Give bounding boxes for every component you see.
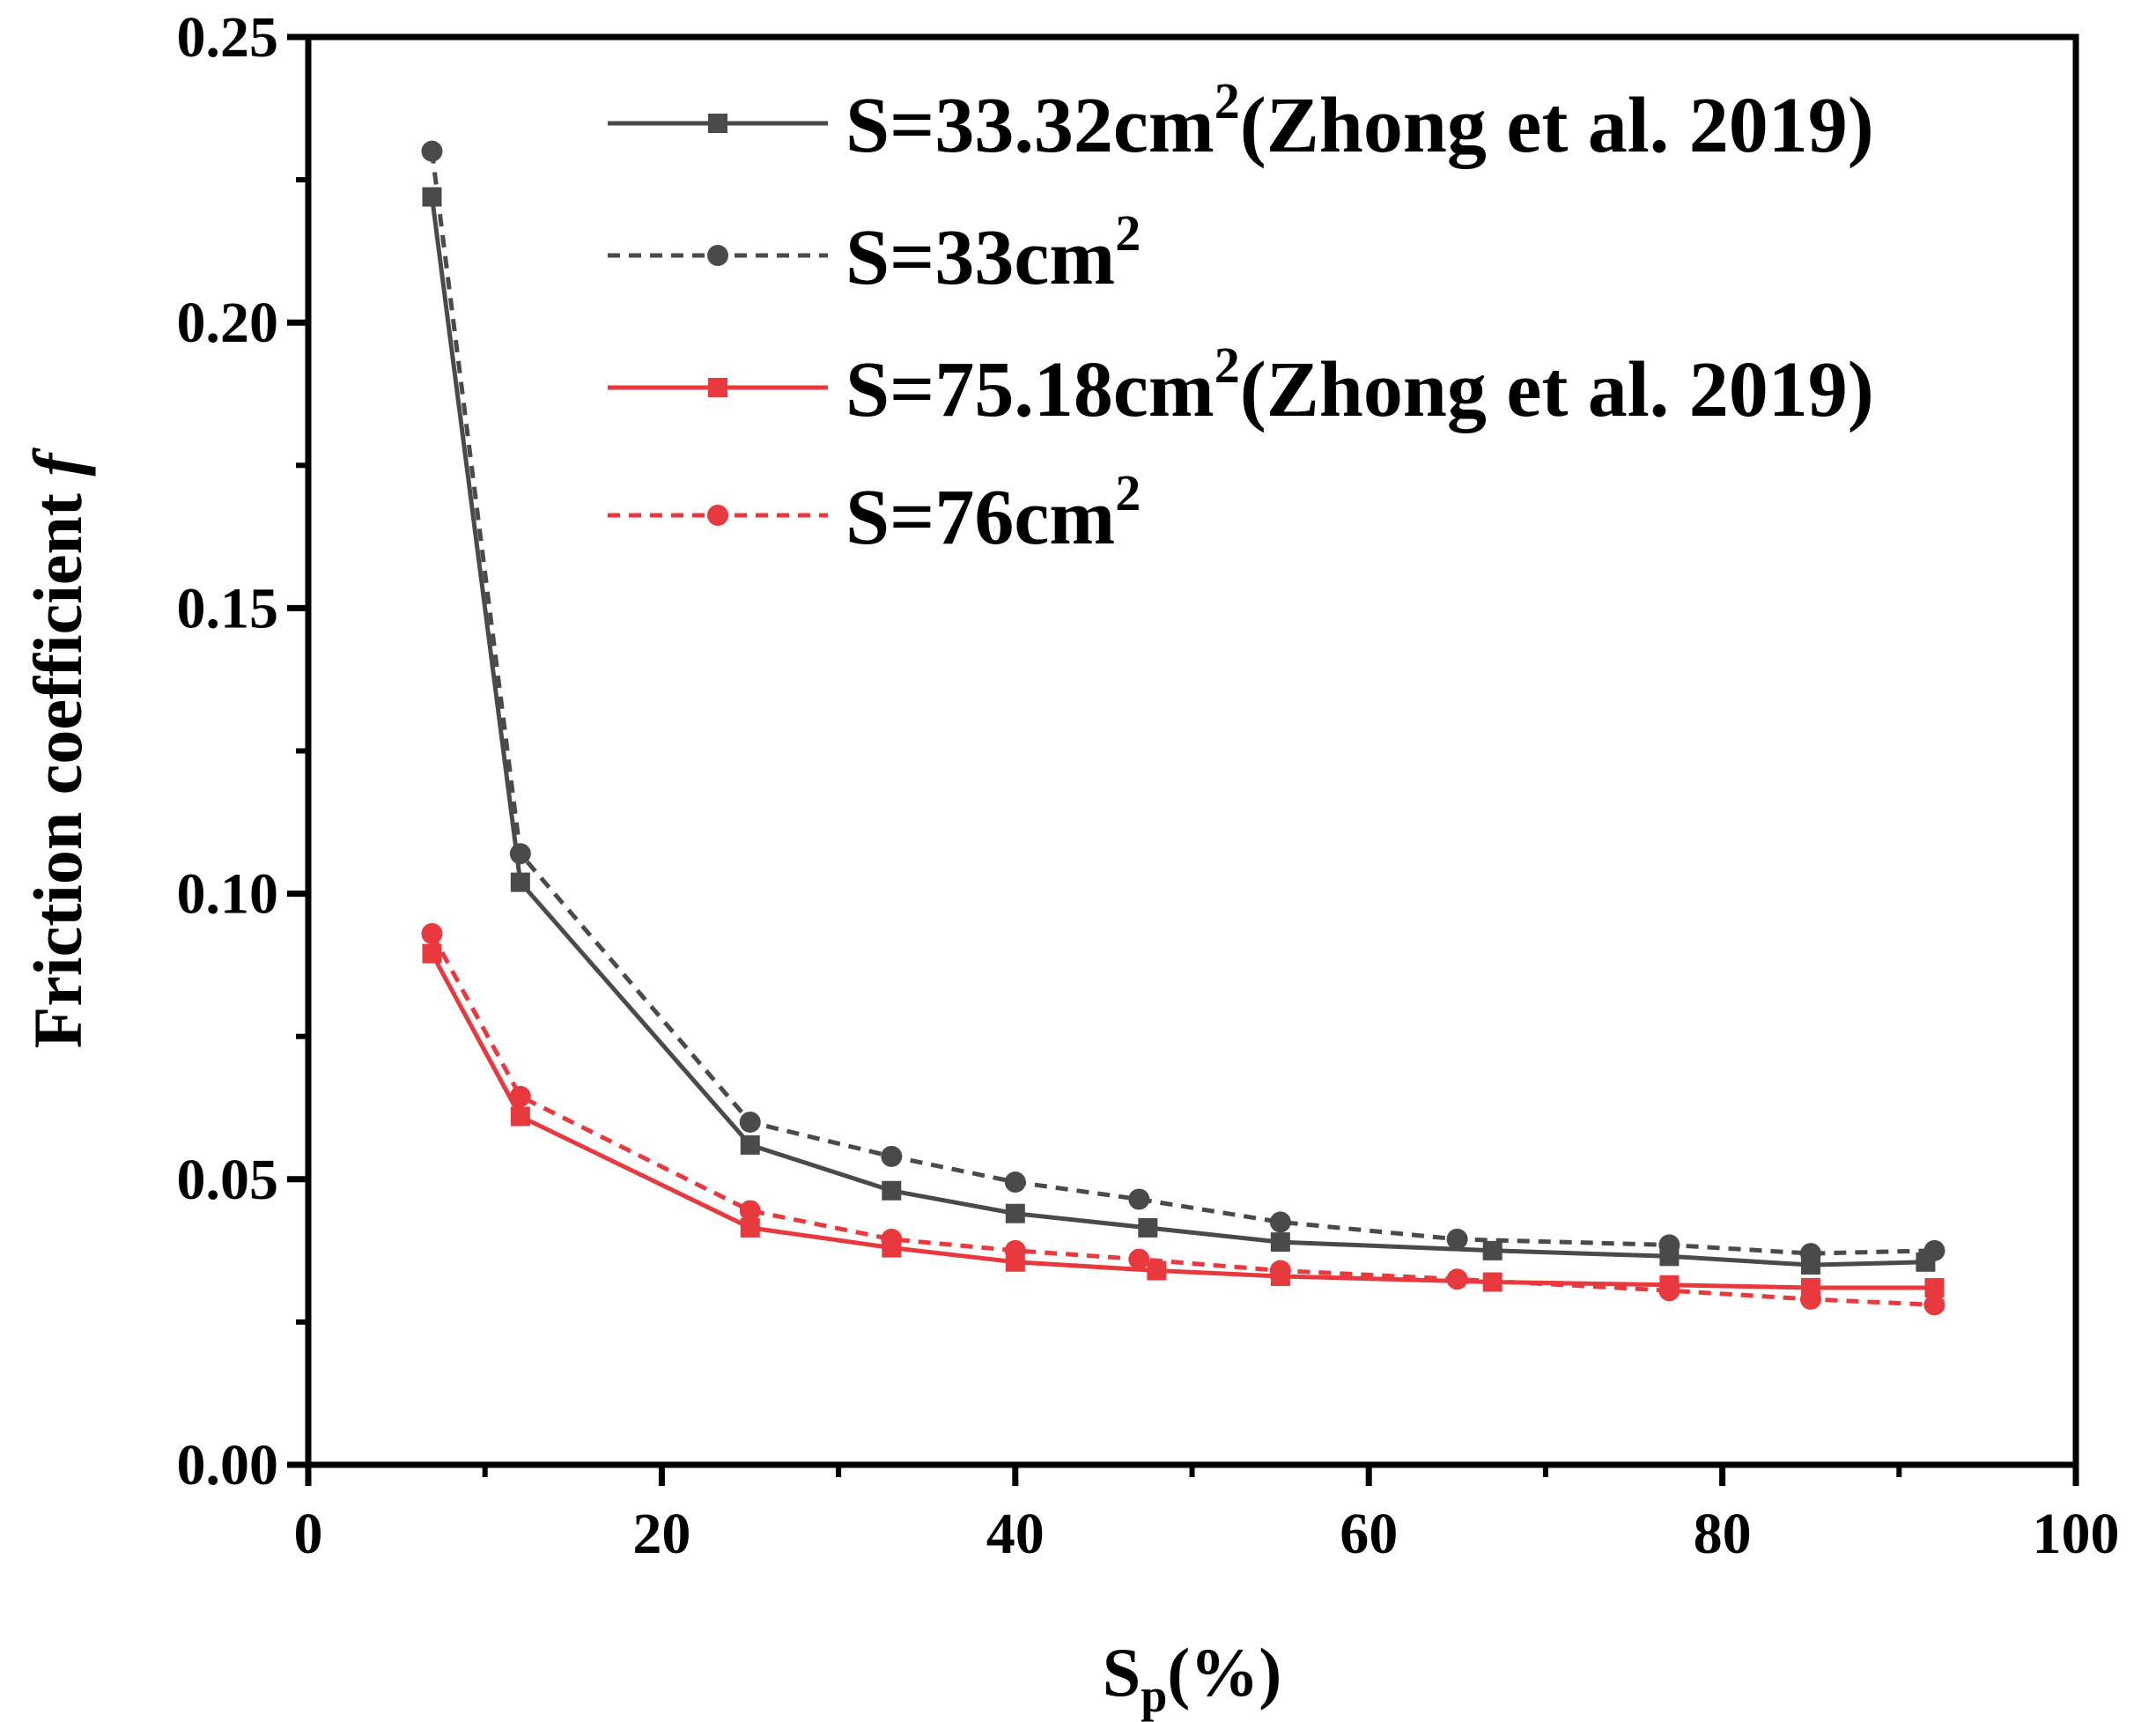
x-tick-label: 20: [632, 1502, 690, 1566]
series-line: [430, 151, 1935, 1256]
series-1: [422, 187, 1936, 1275]
data-point: [510, 872, 530, 892]
legend-label: S=75.18cm2(Zhong et al. 2019): [845, 336, 1874, 433]
data-point: [509, 1085, 531, 1107]
data-point: [1270, 1232, 1290, 1253]
data-point: [1128, 1248, 1150, 1270]
legend-entry-4: S=76cm2: [608, 464, 1141, 561]
data-point: [740, 1217, 760, 1238]
series-line: [430, 952, 1935, 1290]
legend-marker: [708, 114, 727, 133]
x-tick-label: 100: [2033, 1502, 2120, 1566]
x-tick-label: 0: [294, 1502, 323, 1566]
data-point: [510, 1106, 530, 1127]
legend-marker: [708, 378, 727, 397]
legend-label: S=33.32cm2(Zhong et al. 2019): [845, 72, 1874, 169]
data-point: [1799, 1243, 1821, 1265]
data-point: [881, 1145, 903, 1167]
data-point: [1482, 1240, 1503, 1260]
series-3: [422, 943, 1945, 1297]
legend-entry-3: S=75.18cm2(Zhong et al. 2019): [608, 336, 1874, 433]
legend-entry-2: S=33cm2: [608, 204, 1141, 301]
data-point: [1269, 1211, 1291, 1233]
legend-entry-1: S=33.32cm2(Zhong et al. 2019): [608, 72, 1874, 169]
data-point: [1128, 1188, 1150, 1210]
data-point: [881, 1228, 903, 1250]
data-point: [1004, 1239, 1026, 1261]
data-point: [509, 843, 531, 865]
data-point: [1658, 1234, 1680, 1256]
data-point: [421, 140, 443, 162]
x-axis-title: Sp(%): [1103, 1634, 1281, 1722]
data-point: [1005, 1203, 1025, 1223]
y-tick-label: 0.05: [177, 1148, 279, 1212]
axis-labels-layer: 0 20 40 60 80 100 0.00 0.05 0.10 0.15 0.20 0.25 Sp(%…: [19, 5, 2120, 1722]
x-tick-label: 80: [1694, 1502, 1752, 1566]
data-point: [1923, 1294, 1946, 1316]
data-point: [882, 1180, 902, 1201]
data-point: [1446, 1268, 1468, 1290]
y-tick-label: 0.00: [177, 1433, 279, 1497]
x-tick-label: 40: [986, 1502, 1045, 1566]
legend-marker: [707, 505, 728, 526]
data-point: [1147, 1260, 1167, 1281]
legend-label: S=76cm2: [845, 464, 1141, 561]
y-tick-label: 0.20: [177, 291, 279, 355]
data-point: [739, 1111, 761, 1133]
legend: S=33.32cm2(Zhong et al. 2019) S=33cm2 S=75…: [608, 72, 1874, 561]
data-point: [1923, 1239, 1946, 1261]
data-point: [1004, 1171, 1026, 1194]
axes-layer: [287, 33, 2079, 1486]
data-point: [1799, 1288, 1821, 1310]
data-point: [1269, 1260, 1291, 1282]
y-axis-title: Friction coefficient f: [19, 447, 96, 1049]
data-point: [422, 943, 442, 964]
data-point: [739, 1200, 761, 1222]
series-4: [421, 922, 1946, 1316]
series-2: [421, 140, 1946, 1265]
data-point: [1446, 1228, 1468, 1250]
legend-label: S=33cm2: [845, 204, 1141, 301]
data-point: [1138, 1217, 1158, 1238]
data-point: [421, 922, 443, 944]
y-tick-label: 0.25: [177, 5, 279, 70]
x-tick-label: 60: [1340, 1502, 1398, 1566]
data-point: [1924, 1277, 1945, 1297]
legend-marker: [707, 245, 728, 266]
data-point: [740, 1134, 760, 1155]
series-layer: [421, 140, 1946, 1316]
y-tick-label: 0.10: [177, 862, 279, 927]
y-tick-label: 0.15: [177, 576, 279, 640]
data-point: [1658, 1280, 1680, 1302]
